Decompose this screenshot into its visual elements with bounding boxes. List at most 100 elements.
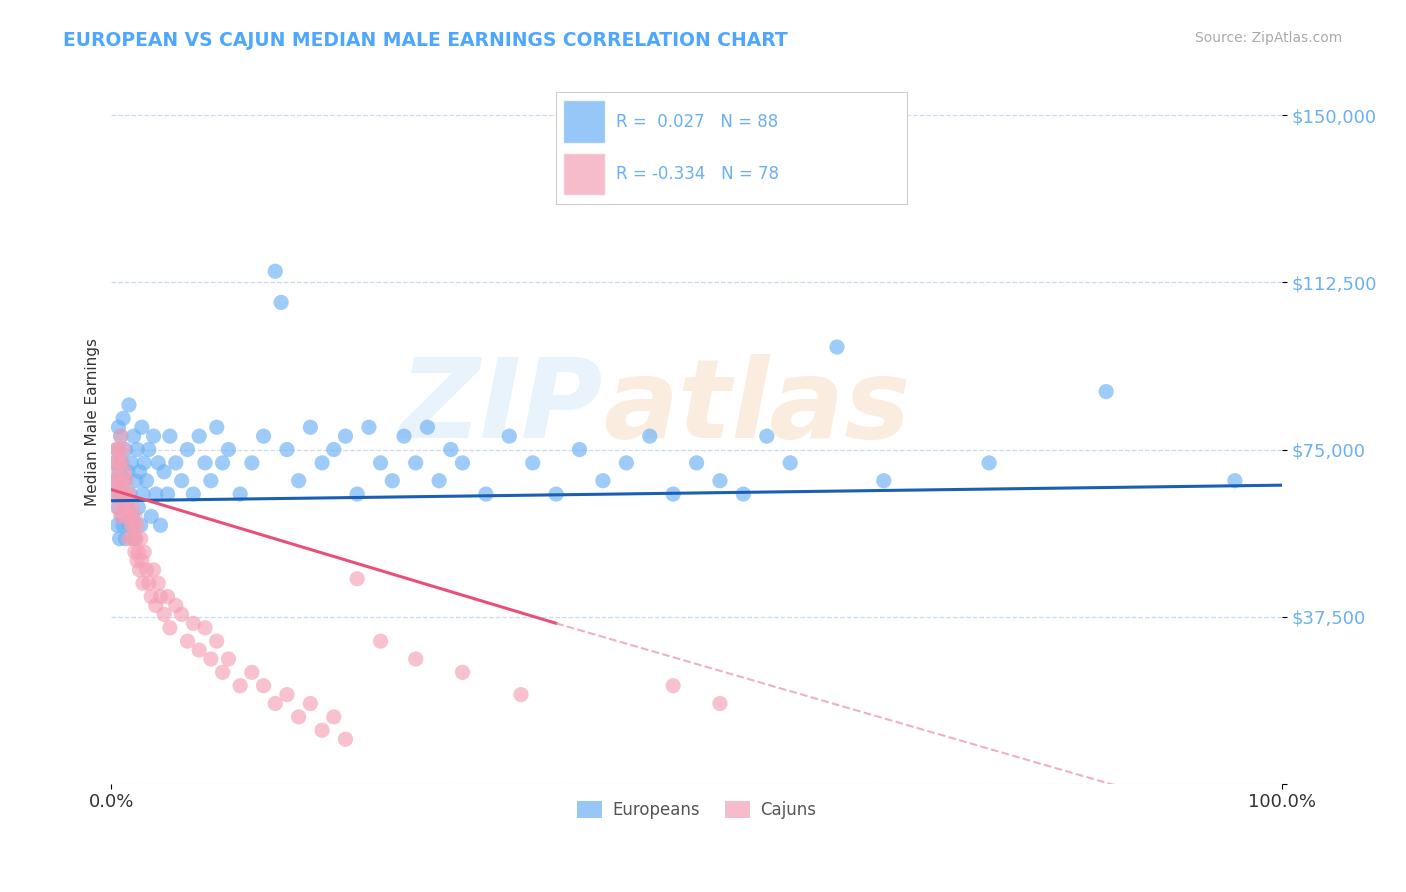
Point [110, 487, 132, 501]
Point [124, 509, 146, 524]
Point [451, 456, 474, 470]
Point [111, 456, 134, 470]
Point [138, 442, 160, 457]
Point [111, 456, 134, 470]
Point [211, 456, 233, 470]
Text: Source: ZipAtlas.com: Source: ZipAtlas.com [1195, 31, 1343, 45]
Point [176, 442, 198, 457]
Point [112, 518, 135, 533]
Point [121, 500, 143, 515]
Point [475, 487, 498, 501]
Point [131, 554, 153, 568]
Point [132, 487, 155, 501]
Point [416, 420, 439, 434]
Point [685, 456, 707, 470]
Point [114, 532, 136, 546]
Point [252, 679, 274, 693]
Legend: Europeans, Cajuns: Europeans, Cajuns [571, 795, 823, 826]
Point [568, 442, 591, 457]
Point [194, 621, 217, 635]
Point [105, 487, 128, 501]
Point [287, 710, 309, 724]
Point [159, 429, 181, 443]
Point [108, 456, 131, 470]
Point [183, 616, 205, 631]
Point [110, 429, 132, 443]
Point [111, 509, 134, 524]
Point [165, 599, 187, 613]
Point [1095, 384, 1118, 399]
Point [188, 643, 211, 657]
Point [110, 509, 132, 524]
Point [105, 442, 128, 457]
Point [105, 518, 128, 533]
Point [170, 607, 193, 622]
Point [873, 474, 896, 488]
Point [270, 295, 292, 310]
Point [662, 487, 685, 501]
Point [107, 420, 129, 434]
Text: atlas: atlas [603, 354, 910, 460]
Point [108, 465, 131, 479]
Point [346, 487, 368, 501]
Point [662, 679, 685, 693]
Point [128, 465, 150, 479]
Point [546, 487, 568, 501]
Point [322, 442, 344, 457]
Point [142, 563, 165, 577]
Point [299, 697, 322, 711]
Point [141, 509, 163, 524]
Point [153, 465, 176, 479]
Point [264, 697, 287, 711]
Point [159, 621, 181, 635]
Point [156, 487, 179, 501]
Point [108, 487, 131, 501]
Point [115, 474, 138, 488]
Point [200, 652, 222, 666]
Point [105, 465, 128, 479]
Point [638, 429, 661, 443]
Point [311, 723, 333, 738]
Point [522, 456, 544, 470]
Point [440, 442, 463, 457]
Point [125, 532, 148, 546]
Point [121, 509, 143, 524]
Point [264, 264, 287, 278]
Point [127, 500, 149, 515]
Point [217, 442, 239, 457]
Point [128, 563, 150, 577]
Point [156, 590, 179, 604]
Point [357, 420, 380, 434]
Point [427, 474, 450, 488]
Point [104, 456, 127, 470]
Point [149, 590, 172, 604]
Point [138, 576, 160, 591]
Point [120, 456, 142, 470]
Point [451, 665, 474, 680]
Point [200, 474, 222, 488]
Point [381, 474, 404, 488]
Point [122, 429, 145, 443]
Point [107, 500, 129, 515]
Point [148, 576, 170, 591]
Point [229, 679, 252, 693]
Point [287, 474, 309, 488]
Point [120, 487, 142, 501]
Point [153, 607, 176, 622]
Point [135, 474, 157, 488]
Point [335, 732, 357, 747]
Point [194, 456, 217, 470]
Point [149, 518, 172, 533]
Point [111, 474, 134, 488]
Point [118, 518, 141, 533]
Point [370, 634, 392, 648]
Point [114, 487, 136, 501]
Point [205, 420, 228, 434]
Point [311, 456, 333, 470]
Point [118, 532, 141, 546]
Point [121, 532, 143, 546]
Point [134, 545, 156, 559]
Point [108, 532, 131, 546]
Point [217, 652, 239, 666]
Point [733, 487, 755, 501]
